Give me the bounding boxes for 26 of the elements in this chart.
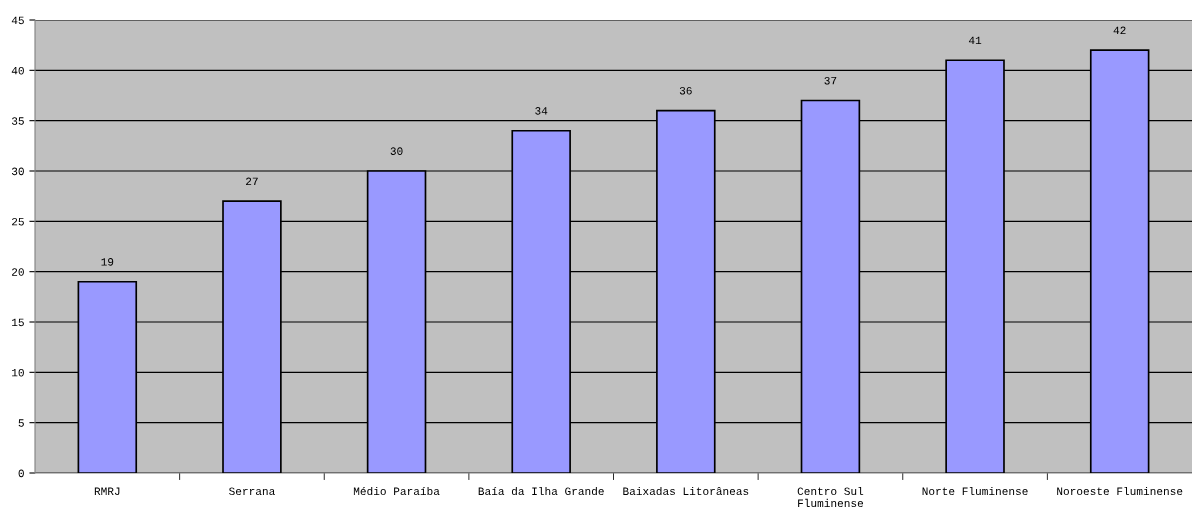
y-tick-label: 0 xyxy=(18,469,24,478)
x-tick-label: Baía da Ilha Grande xyxy=(478,486,604,496)
x-tick-label: Médio Paraíba xyxy=(353,486,440,496)
data-label: 30 xyxy=(390,147,403,155)
y-tick-label: 5 xyxy=(18,419,24,427)
y-tick-label: 15 xyxy=(12,318,24,327)
x-tick-label: Noroeste Fluminense xyxy=(1057,486,1183,496)
data-label: 34 xyxy=(535,107,548,115)
x-tick-label: Norte Fluminense xyxy=(922,486,1028,496)
data-label: 36 xyxy=(679,86,692,95)
x-tick-label: Baixadas Litorâneas xyxy=(623,486,749,496)
x-tick-label: RMRJ xyxy=(94,487,120,496)
y-tick-label: 20 xyxy=(12,268,24,276)
x-tick-label: Serrana xyxy=(229,487,275,496)
data-label: 37 xyxy=(824,76,837,85)
data-label: 41 xyxy=(968,36,982,45)
y-tick-label: 10 xyxy=(12,368,24,377)
data-label: 19 xyxy=(101,258,114,266)
y-tick-label: 30 xyxy=(11,167,24,176)
y-tick-label: 40 xyxy=(11,66,24,75)
y-tick-label: 35 xyxy=(11,117,24,125)
y-tick-label: 25 xyxy=(12,217,24,226)
x-tick-label: Centro Sul Fluminense xyxy=(797,486,864,508)
data-label: 42 xyxy=(1113,26,1126,35)
data-label: 27 xyxy=(246,177,258,186)
y-tick-label: 45 xyxy=(11,16,24,25)
